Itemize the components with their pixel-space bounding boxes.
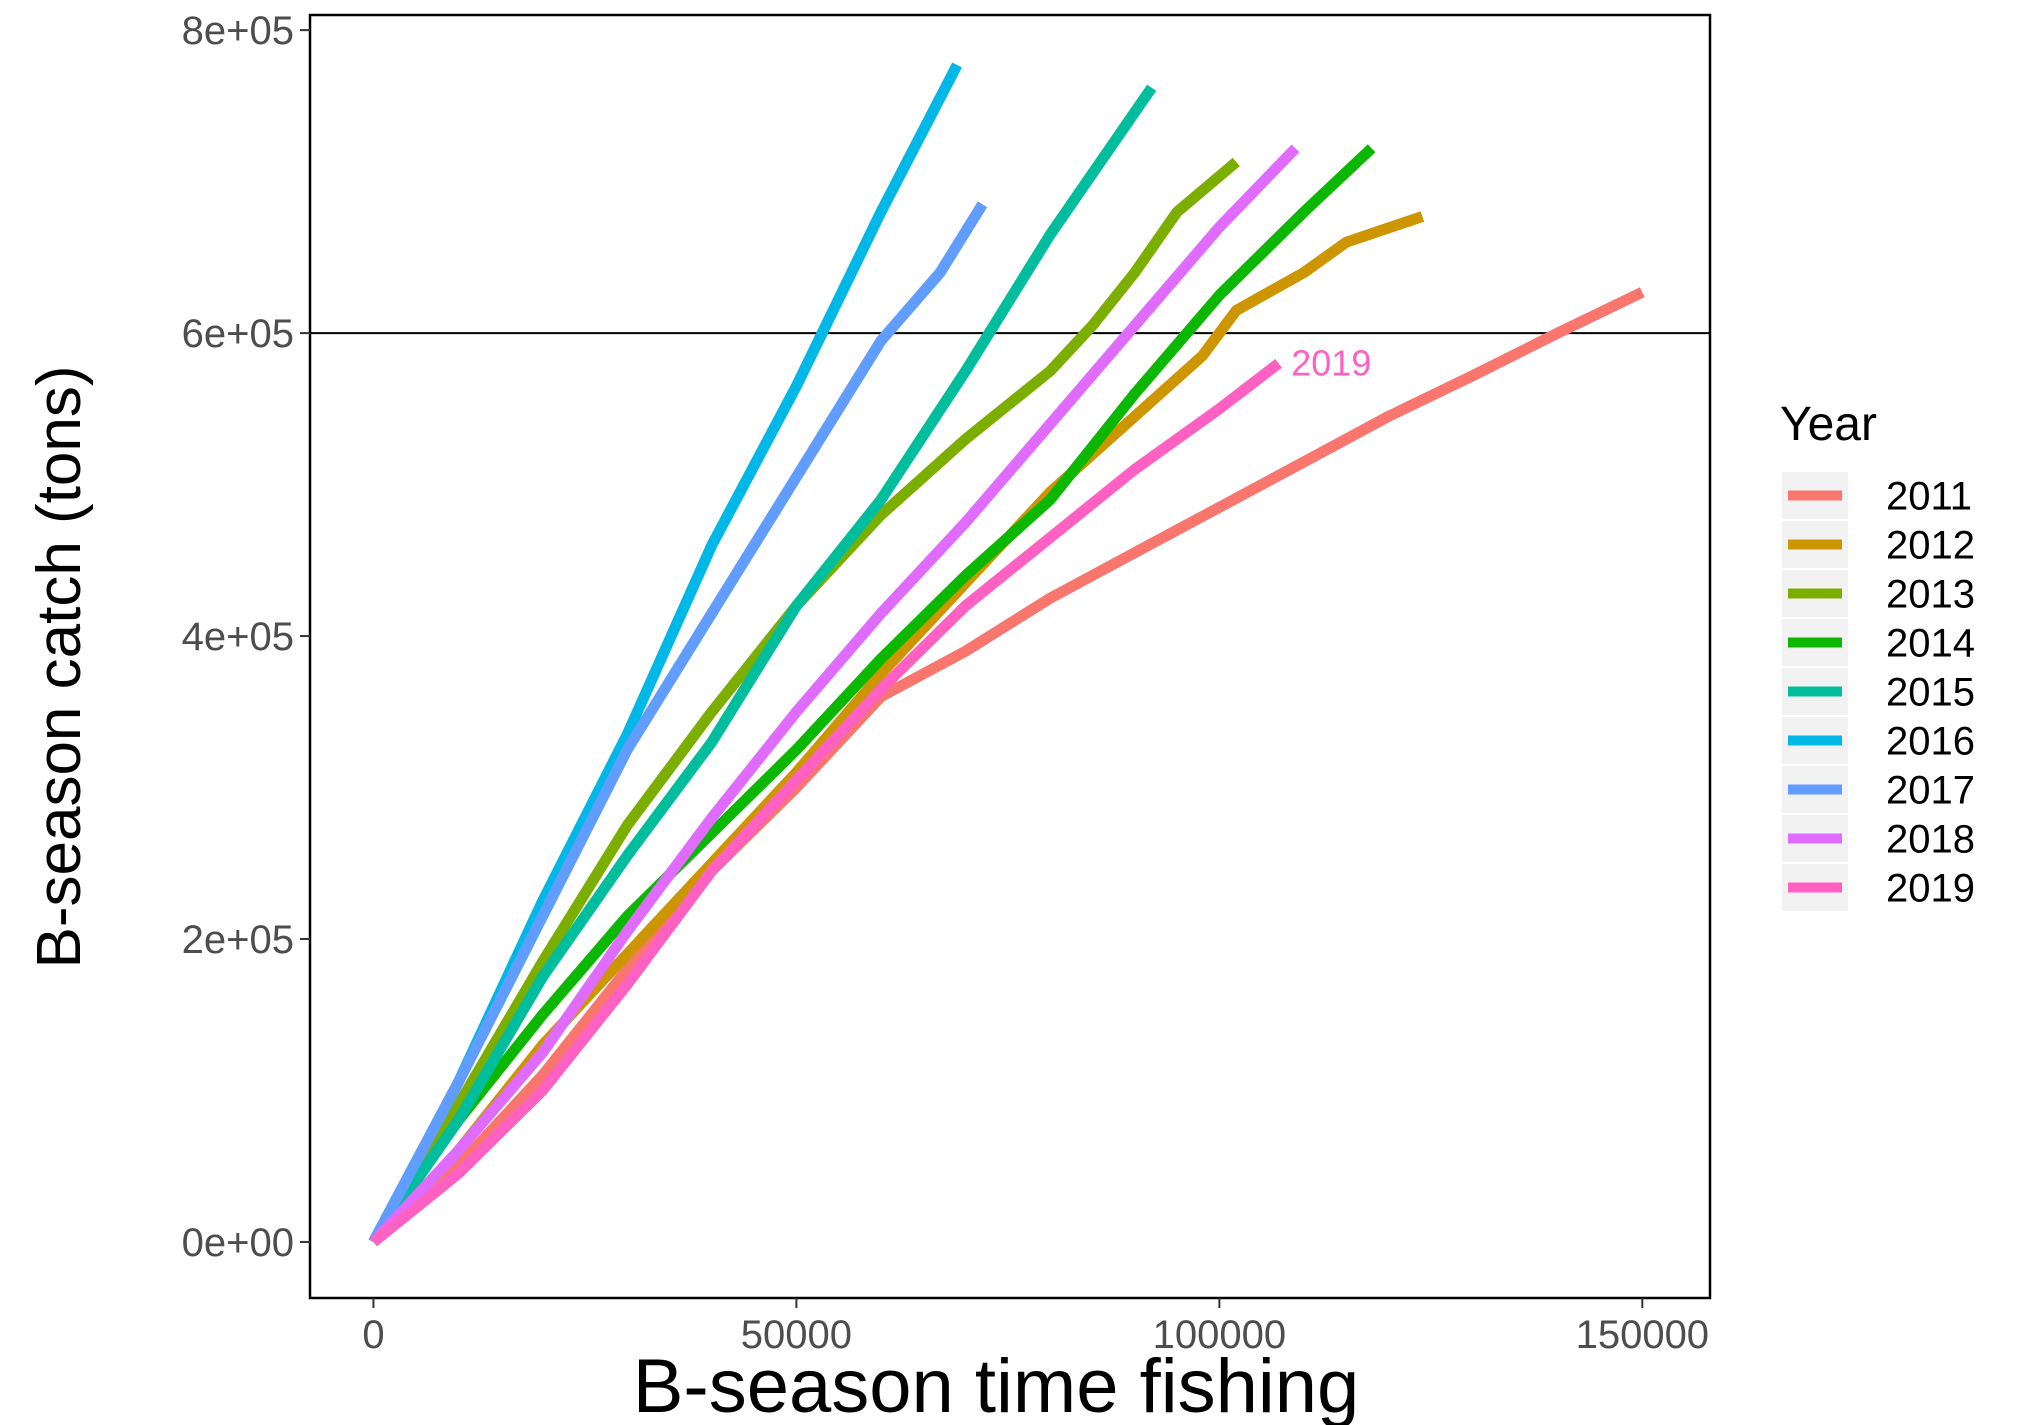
y-axis: 0e+00 2e+05 4e+05 6e+05 8e+05	[182, 9, 310, 1265]
legend-label-2018: 2018	[1886, 818, 1975, 862]
series-lines	[368, 62, 1645, 1247]
y-tick-label: 0e+00	[182, 1221, 294, 1265]
x-tick-label: 150000	[1576, 1313, 1709, 1357]
x-tick-label: 0	[362, 1313, 384, 1357]
x-tick-label: 100000	[1153, 1313, 1286, 1357]
legend: Year 2011 2012 2013 2014 2015 2016 2017 2018 201…	[1780, 398, 1975, 911]
y-tick-label: 2e+05	[182, 918, 294, 962]
series-line-2017	[368, 201, 988, 1245]
series-line-2014	[368, 144, 1376, 1246]
legend-label-2015: 2015	[1886, 671, 1975, 715]
series-line-2011	[369, 287, 1645, 1247]
legend-label-2013: 2013	[1886, 573, 1975, 617]
y-tick-label: 6e+05	[182, 312, 294, 356]
legend-title: Year	[1780, 398, 1877, 451]
x-axis-title: B-season time fishing	[633, 1344, 1360, 1425]
legend-label-2014: 2014	[1886, 622, 1975, 666]
series-line-2018	[369, 144, 1300, 1246]
y-axis-title: B-season catch (tons)	[25, 365, 94, 968]
y-tick-label: 4e+05	[182, 615, 294, 659]
legend-label-2012: 2012	[1886, 524, 1975, 568]
series-line-2013	[368, 157, 1240, 1245]
legend-label-2011: 2011	[1886, 475, 1972, 519]
legend-label-2017: 2017	[1886, 769, 1975, 813]
x-tick-label: 50000	[741, 1313, 852, 1357]
annotation-2019: 2019	[1291, 343, 1371, 384]
legend-label-2019: 2019	[1886, 867, 1975, 911]
legend-label-2016: 2016	[1886, 720, 1975, 764]
x-axis: 0 50000 100000 150000	[362, 1298, 1709, 1357]
series-line-2015	[368, 84, 1157, 1246]
y-tick-label: 8e+05	[182, 9, 294, 53]
series-line-2019	[369, 359, 1282, 1247]
